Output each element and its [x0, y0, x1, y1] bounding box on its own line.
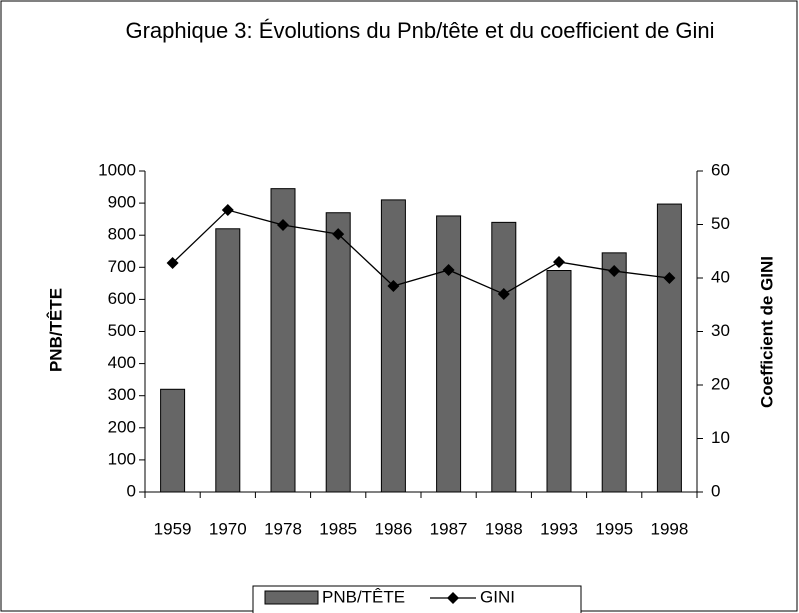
y-tick-label: 200 [108, 417, 136, 436]
y-tick-label: 700 [108, 257, 136, 276]
bar [546, 270, 572, 493]
marker [277, 219, 289, 232]
legend-label: PNB/TÊTE [322, 587, 405, 606]
marker [387, 280, 400, 293]
bar [656, 203, 682, 493]
marker [497, 288, 510, 301]
bar [601, 252, 627, 493]
marker [221, 204, 234, 217]
y2-tick-label: 60 [711, 160, 730, 179]
bar [270, 188, 296, 493]
y-tick-label: 600 [108, 289, 136, 308]
legend-swatch [264, 590, 319, 605]
legend-label: GINI [480, 587, 515, 606]
chart-title: Graphique 3: Évolutions du Pnb/tête et d… [125, 18, 715, 43]
x-tick-label: 1985 [319, 519, 357, 538]
marker [663, 272, 676, 284]
x-tick-label: 1995 [595, 519, 633, 538]
bar [436, 215, 462, 493]
y-tick-label: 500 [108, 321, 136, 340]
x-tick-label: 1998 [650, 519, 688, 538]
y-tick-label: 800 [108, 225, 136, 244]
bar [215, 228, 241, 493]
y-tick-label: 900 [108, 193, 136, 212]
x-tick-label: 1959 [154, 519, 192, 538]
bar [491, 221, 517, 493]
bar [325, 212, 351, 493]
marker [608, 265, 621, 278]
marker [442, 263, 455, 276]
y-tick-label: 300 [108, 385, 136, 404]
x-tick-label: 1970 [209, 519, 247, 538]
x-tick-label: 1986 [374, 519, 412, 538]
marker [332, 228, 345, 241]
y-axis-label: PNB/TÊTE [46, 288, 65, 372]
y2-tick-label: 10 [711, 428, 730, 447]
line [172, 209, 670, 295]
y2-tick-label: 20 [711, 374, 730, 393]
x-tick-label: 1978 [264, 519, 302, 538]
y-tick-label: 400 [108, 353, 136, 372]
y2-tick-label: 40 [711, 267, 730, 286]
legend-marker [447, 592, 459, 604]
bar [160, 388, 186, 493]
y-tick-label: 1000 [98, 160, 136, 179]
y2-axis-label: Coefficient de GINI [757, 256, 776, 408]
y2-tick-label: 30 [711, 321, 730, 340]
x-tick-label: 1988 [485, 519, 523, 538]
x-tick-label: 1993 [540, 519, 578, 538]
bar [380, 199, 406, 493]
x-tick-label: 1987 [430, 519, 468, 538]
y2-tick-label: 0 [711, 481, 720, 500]
marker [553, 255, 565, 268]
y2-tick-label: 50 [711, 214, 730, 233]
marker [166, 257, 179, 270]
y-tick-label: 100 [108, 449, 136, 468]
y-tick-label: 0 [127, 481, 136, 500]
